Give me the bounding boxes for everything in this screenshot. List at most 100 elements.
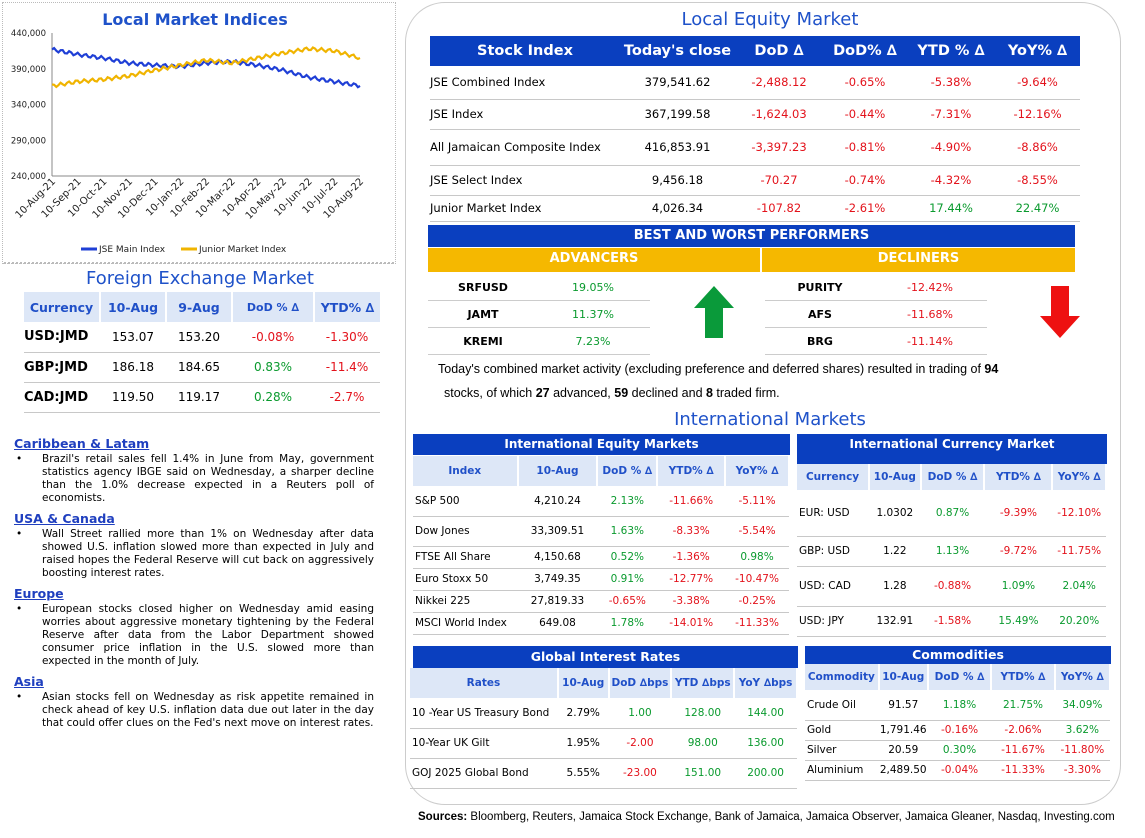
rates_rows-cell: 2.79%	[557, 698, 609, 729]
fx-row: USD:JMD 153.07 153.20 -0.08% -1.30%	[24, 322, 380, 353]
cur_rows-cell: 1.13%	[920, 536, 985, 567]
eq-ytd: 17.44%	[907, 195, 995, 222]
eq_rows-cell: -1.36%	[657, 546, 726, 569]
cur_rows-cell: -1.58%	[920, 606, 985, 637]
fx-today: 186.18	[100, 352, 166, 383]
news-heading: USA & Canada	[14, 511, 115, 526]
eq_rows-header: 10-Aug	[517, 456, 599, 486]
cur_rows-cell: GBP: USD	[797, 536, 870, 567]
eq_rows-header: YoY% ∆	[725, 456, 790, 486]
cur_rows-cell: 0.87%	[920, 490, 985, 537]
eq_rows-cell: 27,819.33	[517, 590, 598, 613]
com_rows-row: Gold 1,791.46 -0.16% -2.06% 3.62%	[805, 720, 1110, 741]
sources-text: Bloomberg, Reuters, Jamaica Stock Exchan…	[470, 811, 1115, 823]
summary-declined: 59	[614, 386, 629, 400]
advancers-list: SRFUSD 19.05% JAMT 11.37% KREMI 7.23%	[428, 274, 650, 355]
rates_rows-row: 10-Year UK Gilt 1.95% -2.00 98.00 136.00	[410, 728, 797, 759]
advancers-row: SRFUSD 19.05%	[428, 274, 650, 301]
cur_rows-cell: USD: JPY	[797, 606, 870, 637]
cur_rows-cell: 1.22	[869, 536, 921, 567]
cur_rows-cell: 20.20%	[1052, 606, 1106, 637]
rates_rows-cell: -2.00	[608, 728, 672, 759]
com_rows-cell: 2,489.50	[878, 760, 928, 781]
eq-close: 9,456.18	[620, 165, 735, 196]
series-line-jse-main	[51, 46, 361, 89]
commodities-title: Commodities	[805, 646, 1111, 664]
advancers-value: 11.37%	[572, 307, 614, 321]
cur_rows-header: Currency	[797, 464, 871, 490]
fx-ytd: -2.7%	[314, 382, 380, 413]
cur_rows-cell: 15.49%	[984, 606, 1053, 637]
cur_rows-cell: 1.28	[869, 566, 921, 607]
eq_rows-cell: Dow Jones	[413, 516, 518, 547]
rates_rows-cell: 1.95%	[557, 728, 609, 759]
equity-row: JSE Select Index 9,456.18 -70.27 -0.74% -4.3…	[430, 165, 1080, 196]
decliners-header: DECLINERS	[762, 248, 1075, 272]
news-item: Brazil's retail sales fell 1.4% in June …	[14, 453, 374, 505]
eq-name: All Jamaican Composite Index	[430, 129, 620, 166]
cur_rows-header: YoY% ∆	[1052, 464, 1107, 490]
summary-text-4: declined and	[628, 386, 706, 400]
eq_rows-row: Nikkei 225 27,819.33 -0.65% -3.38% -0.25%	[413, 590, 789, 613]
eq_rows-cell: 0.52%	[597, 546, 658, 569]
advancers-row: JAMT 11.37%	[428, 301, 650, 328]
sources-line: Sources: Bloomberg, Reuters, Jamaica Sto…	[418, 811, 1138, 823]
eq_rows-cell: 0.98%	[725, 546, 789, 569]
fx-ytd: -1.30%	[314, 322, 380, 353]
rates_rows-header: YTD ∆bps	[671, 668, 736, 698]
com_rows-cell: -0.16%	[927, 720, 992, 741]
eq-dodp: -0.81%	[823, 129, 907, 166]
com_rows-cell: Gold	[805, 720, 879, 741]
y-tick-label: 390,000	[11, 65, 46, 75]
performers-title: BEST AND WORST PERFORMERS	[428, 225, 1075, 247]
fx-header-today: 10-Aug	[100, 292, 167, 322]
rates_rows-header: 10-Aug	[557, 668, 610, 698]
summary-text-2: stocks, of which	[444, 386, 536, 400]
fx-yesterday: 184.65	[166, 352, 232, 383]
com_rows-cell: Silver	[805, 740, 879, 761]
decliners-value: -11.14%	[907, 334, 953, 348]
local-market-indices-chart: 440,000390,000340,000290,000240,00010-Au…	[11, 29, 366, 255]
cur_rows-cell: -11.75%	[1052, 536, 1106, 567]
com_rows-cell: Aluminium	[805, 760, 879, 781]
equity-table: Stock Index Today's close DoD ∆ DoD% ∆ Y…	[430, 36, 1080, 222]
fx-ytd: -11.4%	[314, 352, 380, 383]
eq_rows-cell: Euro Stoxx 50	[413, 568, 518, 591]
eq_rows-cell: -11.33%	[725, 612, 789, 635]
eq-dod: -1,624.03	[735, 99, 823, 130]
rates_rows-cell: -23.00	[608, 758, 672, 789]
equity-title: Local Equity Market	[681, 9, 859, 30]
fx-header-ytd: YTD% ∆	[314, 292, 380, 322]
summary-advanced: 27	[535, 386, 550, 400]
cur_rows-cell: 1.0302	[869, 490, 921, 537]
cur_rows-cell: -12.10%	[1052, 490, 1106, 537]
eq_rows-cell: -0.65%	[597, 590, 658, 613]
eq_rows-cell: FTSE All Share	[413, 546, 518, 569]
rates_rows-cell: 98.00	[671, 728, 735, 759]
eq-header-close: Today's close	[620, 36, 735, 66]
cur_rows-cell: 2.04%	[1052, 566, 1106, 607]
rates_rows-row: 10 -Year US Treasury Bond 2.79% 1.00 128.00…	[410, 698, 797, 729]
fx-today: 119.50	[100, 382, 166, 413]
legend-label: JSE Main Index	[98, 245, 166, 255]
com_rows-cell: 21.75%	[991, 690, 1055, 721]
eq_rows-cell: 2.13%	[597, 486, 658, 517]
rates_rows-cell: 128.00	[671, 698, 735, 729]
cur_rows-row: GBP: USD 1.22 1.13% -9.72% -11.75%	[797, 536, 1106, 567]
cur_rows-header: 10-Aug	[869, 464, 922, 490]
com_rows-header: 10-Aug	[878, 664, 929, 690]
com_rows-row: Silver 20.59 0.30% -11.67% -11.80%	[805, 740, 1110, 761]
eq-close: 379,541.62	[620, 66, 735, 100]
fx-dod: 0.28%	[232, 382, 314, 413]
eq-header-dod: DoD ∆	[735, 36, 823, 66]
cur_rows-cell: -0.88%	[920, 566, 985, 607]
eq-ytd: -4.90%	[907, 129, 995, 166]
eq-dod: -107.82	[735, 195, 823, 222]
com_rows-cell: Crude Oil	[805, 690, 879, 721]
decliners-row: AFS -11.68%	[765, 301, 987, 328]
y-tick-label: 440,000	[11, 29, 46, 39]
eq_rows-cell: -11.66%	[657, 486, 726, 517]
com_rows-cell: -0.04%	[927, 760, 992, 781]
summary-firm: 8	[706, 386, 713, 400]
news-item: Asian stocks fell on Wednesday as risk a…	[14, 691, 374, 730]
